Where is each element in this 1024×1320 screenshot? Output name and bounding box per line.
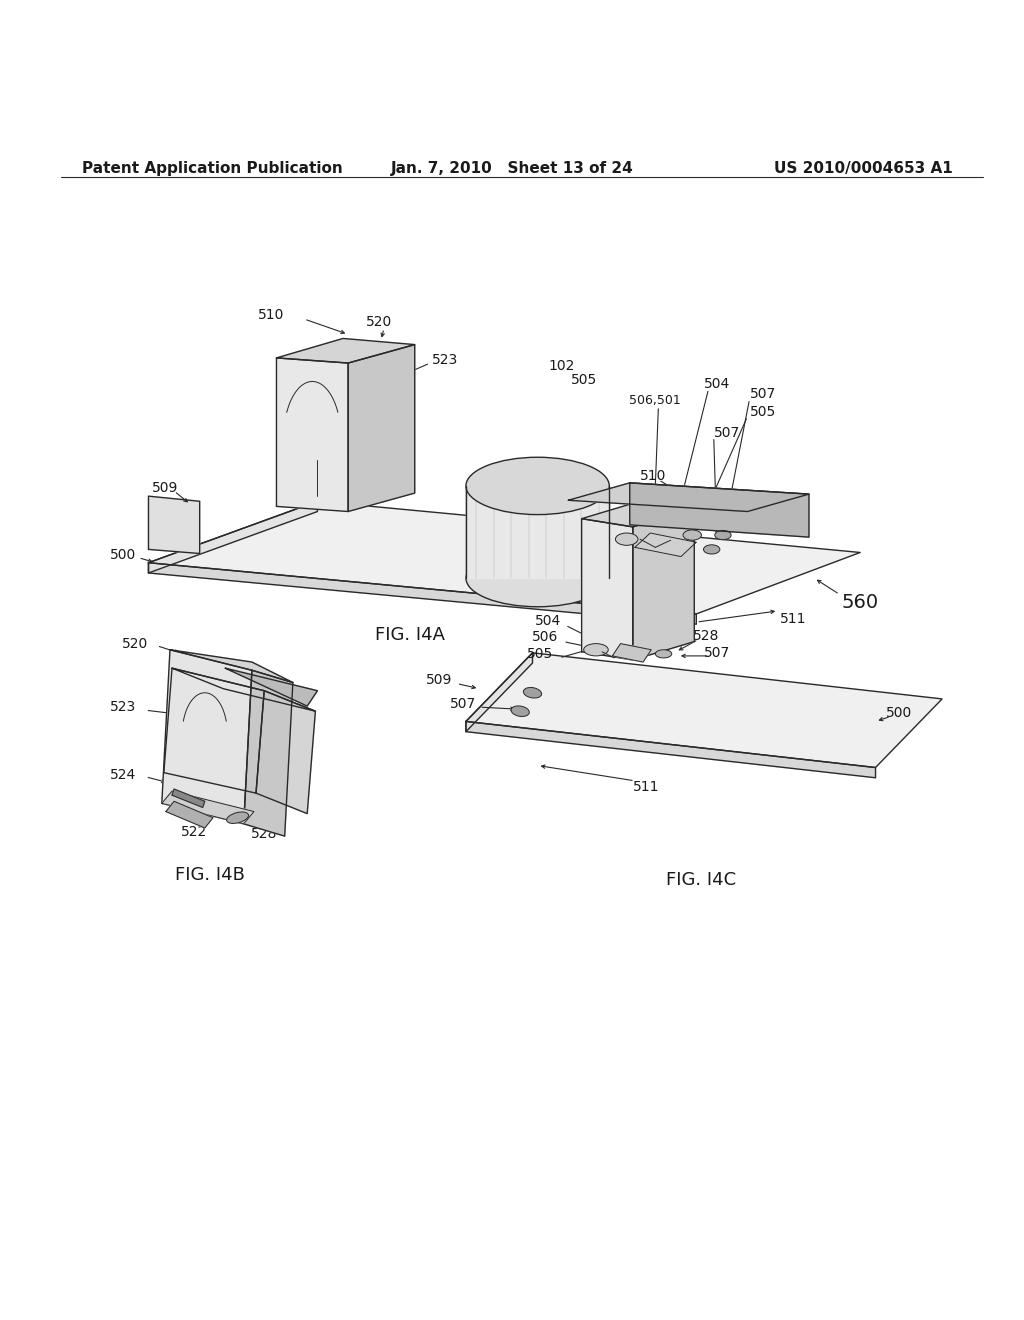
Polygon shape [633, 508, 694, 660]
Text: 507: 507 [750, 387, 776, 401]
Polygon shape [612, 644, 651, 663]
Polygon shape [276, 358, 348, 512]
Text: 528: 528 [251, 828, 278, 841]
Ellipse shape [655, 649, 672, 657]
Text: 509: 509 [152, 480, 178, 495]
Polygon shape [348, 345, 415, 512]
Text: 504: 504 [535, 614, 561, 628]
Text: Jan. 7, 2010   Sheet 13 of 24: Jan. 7, 2010 Sheet 13 of 24 [390, 161, 634, 176]
Polygon shape [225, 668, 317, 706]
Text: 505: 505 [570, 374, 597, 388]
Ellipse shape [523, 688, 542, 698]
Text: 511: 511 [780, 612, 807, 626]
Polygon shape [582, 519, 633, 660]
Polygon shape [162, 649, 252, 824]
Polygon shape [170, 649, 293, 682]
Text: 500: 500 [110, 548, 136, 561]
Text: 528: 528 [693, 630, 720, 643]
Text: 510: 510 [640, 469, 667, 483]
Text: FIG. I4B: FIG. I4B [175, 866, 245, 884]
Polygon shape [276, 338, 415, 363]
Text: 505: 505 [750, 405, 776, 420]
Text: 520: 520 [122, 636, 148, 651]
Polygon shape [148, 562, 696, 624]
Text: 511: 511 [633, 780, 659, 793]
Polygon shape [466, 653, 942, 767]
Text: 507: 507 [703, 645, 730, 660]
Polygon shape [148, 502, 860, 614]
Polygon shape [164, 668, 264, 793]
Ellipse shape [715, 531, 731, 540]
Text: 560: 560 [842, 593, 879, 612]
Ellipse shape [703, 545, 720, 554]
Text: 520: 520 [366, 315, 392, 329]
Text: 507: 507 [714, 425, 740, 440]
Text: 500: 500 [886, 706, 912, 721]
Text: Patent Application Publication: Patent Application Publication [82, 161, 343, 176]
Text: 505: 505 [526, 647, 553, 661]
Polygon shape [148, 502, 317, 573]
Polygon shape [244, 671, 293, 836]
Text: 507: 507 [450, 697, 476, 711]
Text: 523: 523 [432, 352, 459, 367]
Text: 504: 504 [703, 376, 730, 391]
Text: 506,501: 506,501 [630, 395, 681, 408]
Text: 102: 102 [548, 359, 574, 374]
Text: 523: 523 [110, 700, 136, 714]
Polygon shape [582, 500, 694, 527]
Polygon shape [466, 653, 532, 731]
Polygon shape [166, 801, 213, 828]
Ellipse shape [511, 706, 529, 717]
Text: 520: 520 [565, 480, 592, 495]
Polygon shape [172, 789, 205, 808]
Text: FIG. I4A: FIG. I4A [375, 627, 444, 644]
Polygon shape [635, 533, 696, 557]
Polygon shape [162, 791, 254, 824]
Ellipse shape [226, 812, 249, 824]
Polygon shape [466, 722, 876, 777]
Text: 509: 509 [426, 673, 453, 688]
Text: 522: 522 [181, 825, 208, 840]
Ellipse shape [584, 644, 608, 656]
Text: 510: 510 [258, 308, 285, 322]
Ellipse shape [466, 457, 609, 515]
Polygon shape [256, 690, 315, 813]
Polygon shape [466, 486, 609, 578]
Polygon shape [630, 483, 809, 537]
Text: US 2010/0004653 A1: US 2010/0004653 A1 [773, 161, 952, 176]
Text: 524: 524 [110, 768, 136, 781]
Text: 506: 506 [531, 631, 558, 644]
Ellipse shape [466, 549, 609, 607]
Ellipse shape [615, 533, 638, 545]
Text: FIG. I4C: FIG. I4C [667, 871, 736, 890]
Polygon shape [568, 483, 809, 512]
Polygon shape [172, 668, 315, 711]
Polygon shape [148, 496, 200, 553]
Ellipse shape [683, 529, 701, 540]
